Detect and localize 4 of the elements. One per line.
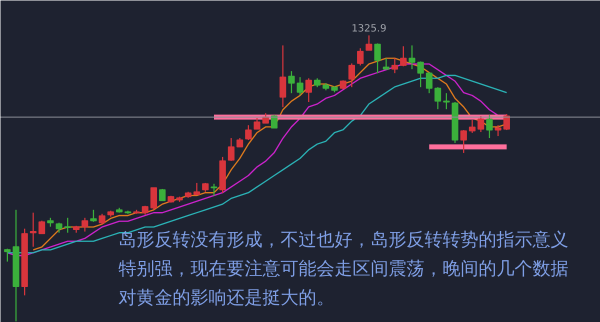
annotation: 1325.9 (351, 23, 386, 34)
annotation: 对黄金的影响还是挺大的。 (118, 288, 334, 308)
annotation: 特别强，现在要注意可能会走区间震荡，晚间的几个数据 (118, 258, 568, 280)
annotation: 岛形反转没有形成，不过也好，岛形反转转势的指示意义 (118, 230, 568, 250)
